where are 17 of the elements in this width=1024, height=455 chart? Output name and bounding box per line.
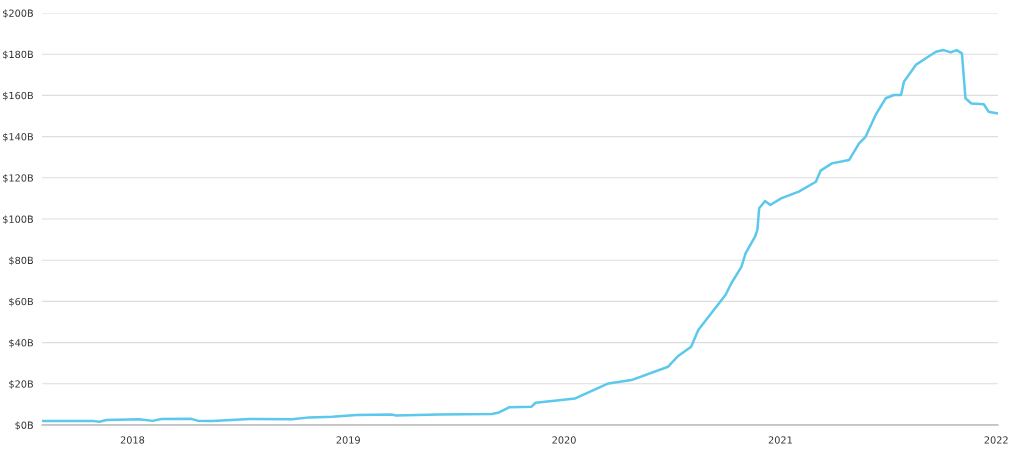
y-tick-label: $120B bbox=[3, 174, 33, 183]
line-series bbox=[42, 48, 998, 423]
y-tick-label: $140B bbox=[3, 132, 33, 142]
x-tick-label: 2020 bbox=[552, 436, 576, 444]
x-tick-label: 2018 bbox=[120, 436, 145, 444]
x-tick-label: 2022 bbox=[984, 436, 1008, 444]
y-tick-label: $80B bbox=[9, 256, 33, 266]
y-tick-label: $180B bbox=[3, 50, 33, 60]
x-tick-label: 2021 bbox=[768, 436, 792, 444]
y-tick-label: $60B bbox=[9, 297, 33, 307]
y-tick-label: $20B bbox=[9, 380, 33, 389]
y-tick-label: $100B bbox=[3, 215, 33, 225]
y-tick-label: $200B bbox=[3, 9, 33, 19]
x-tick-label: 2019 bbox=[336, 436, 360, 444]
y-tick-label: $40B bbox=[9, 338, 33, 348]
y-tick-label: $0B bbox=[15, 421, 33, 431]
y-tick-label: $160B bbox=[3, 91, 33, 101]
